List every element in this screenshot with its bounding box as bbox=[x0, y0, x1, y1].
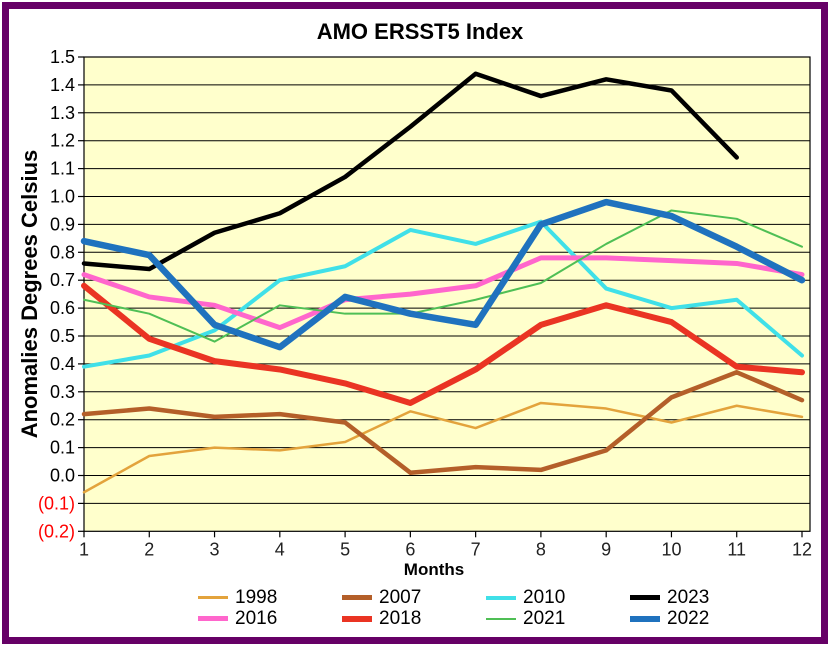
y-tick-label: 0.8 bbox=[50, 242, 75, 262]
y-tick-label: 0.9 bbox=[50, 214, 75, 234]
x-tick-label: 9 bbox=[601, 539, 611, 559]
x-tick-label: 1 bbox=[79, 539, 89, 559]
legend-item-2010: 2010 bbox=[486, 586, 630, 608]
series-line-2007 bbox=[81, 370, 805, 475]
y-tick-label: 1.1 bbox=[50, 159, 75, 179]
legend-item-2016: 2016 bbox=[198, 607, 342, 629]
x-tick-label: 6 bbox=[405, 539, 415, 559]
y-axis-tick-labels: 1.5 1.4 1.3 1.2 1.1 1.0 0.9 0.8 0.7 0.6 0.5 0.4 0.3 0… bbox=[38, 47, 75, 541]
legend-label: 2018 bbox=[379, 607, 422, 629]
x-axis-title: Months bbox=[403, 560, 465, 579]
series-line-2016 bbox=[81, 255, 805, 331]
x-tick-label: 11 bbox=[727, 539, 746, 559]
chart-legend: 1998 2007 2010 2023 2016 2018 2021 2022 bbox=[198, 587, 774, 629]
legend-label: 2021 bbox=[523, 607, 566, 629]
series-line-2021 bbox=[83, 209, 803, 343]
legend-swatch-2016 bbox=[198, 616, 228, 621]
y-tick-label: 1.2 bbox=[50, 131, 75, 151]
x-tick-label: 7 bbox=[471, 539, 481, 559]
plot-area bbox=[83, 56, 811, 532]
legend-label: 2007 bbox=[379, 586, 422, 608]
y-tick-label: 0.0 bbox=[50, 466, 75, 486]
legend-row: 1998 2007 2010 2023 bbox=[198, 587, 774, 608]
legend-item-2021: 2021 bbox=[486, 607, 630, 629]
y-tick-label: 0.2 bbox=[50, 410, 75, 430]
y-tick-label: 1.5 bbox=[50, 47, 75, 67]
legend-item-1998: 1998 bbox=[198, 586, 342, 608]
x-tick-label: 3 bbox=[210, 539, 220, 559]
legend-row: 2016 2018 2021 2022 bbox=[198, 608, 774, 629]
legend-swatch-2018 bbox=[342, 615, 372, 622]
series-line-2010 bbox=[82, 219, 804, 369]
x-tick-label: 8 bbox=[536, 539, 546, 559]
y-tick-label: 1.0 bbox=[50, 187, 75, 207]
series-lines bbox=[80, 71, 806, 494]
legend-label: 2010 bbox=[523, 586, 566, 608]
y-tick-label: (0.2) bbox=[38, 521, 75, 541]
axis-ticks bbox=[78, 56, 803, 538]
x-tick-label: 10 bbox=[661, 539, 681, 559]
y-tick-label: 0.5 bbox=[50, 326, 75, 346]
series-line-1998 bbox=[82, 401, 804, 494]
y-tick-label: 0.6 bbox=[50, 298, 75, 318]
y-tick-label: 0.1 bbox=[50, 438, 75, 458]
legend-swatch-2023 bbox=[630, 595, 660, 600]
legend-item-2022: 2022 bbox=[630, 607, 774, 629]
y-tick-label: 0.7 bbox=[50, 270, 75, 290]
legend-swatch-1998 bbox=[198, 596, 228, 599]
legend-item-2007: 2007 bbox=[342, 586, 486, 608]
y-tick-label: 1.3 bbox=[50, 103, 75, 123]
legend-swatch-2022 bbox=[630, 615, 660, 622]
legend-label: 2022 bbox=[667, 607, 710, 629]
legend-item-2018: 2018 bbox=[342, 607, 486, 629]
y-tick-label: 1.4 bbox=[50, 75, 75, 95]
y-tick-label: 0.3 bbox=[50, 382, 75, 402]
y-axis-title: Anomalies Degrees Celsius bbox=[17, 149, 42, 439]
chart-title: AMO ERSST5 Index bbox=[316, 19, 524, 44]
x-tick-label: 12 bbox=[792, 539, 812, 559]
y-tick-label: 0.4 bbox=[50, 354, 75, 374]
x-axis-tick-labels: 1 2 3 4 5 6 7 8 9 10 11 12 bbox=[79, 539, 812, 559]
series-line-2018 bbox=[81, 282, 805, 406]
legend-label: 2023 bbox=[667, 586, 710, 608]
legend-label: 1998 bbox=[235, 586, 278, 608]
legend-swatch-2021 bbox=[486, 617, 516, 620]
y-tick-label: (0.1) bbox=[38, 493, 75, 513]
series-line-2023 bbox=[81, 71, 739, 272]
x-tick-label: 4 bbox=[275, 539, 285, 559]
series-line-2022 bbox=[80, 198, 806, 351]
x-tick-label: 2 bbox=[144, 539, 154, 559]
legend-item-2023: 2023 bbox=[630, 586, 774, 608]
legend-label: 2016 bbox=[235, 607, 278, 629]
legend-swatch-2010 bbox=[486, 595, 516, 600]
legend-swatch-2007 bbox=[342, 595, 372, 600]
x-tick-label: 5 bbox=[340, 539, 350, 559]
